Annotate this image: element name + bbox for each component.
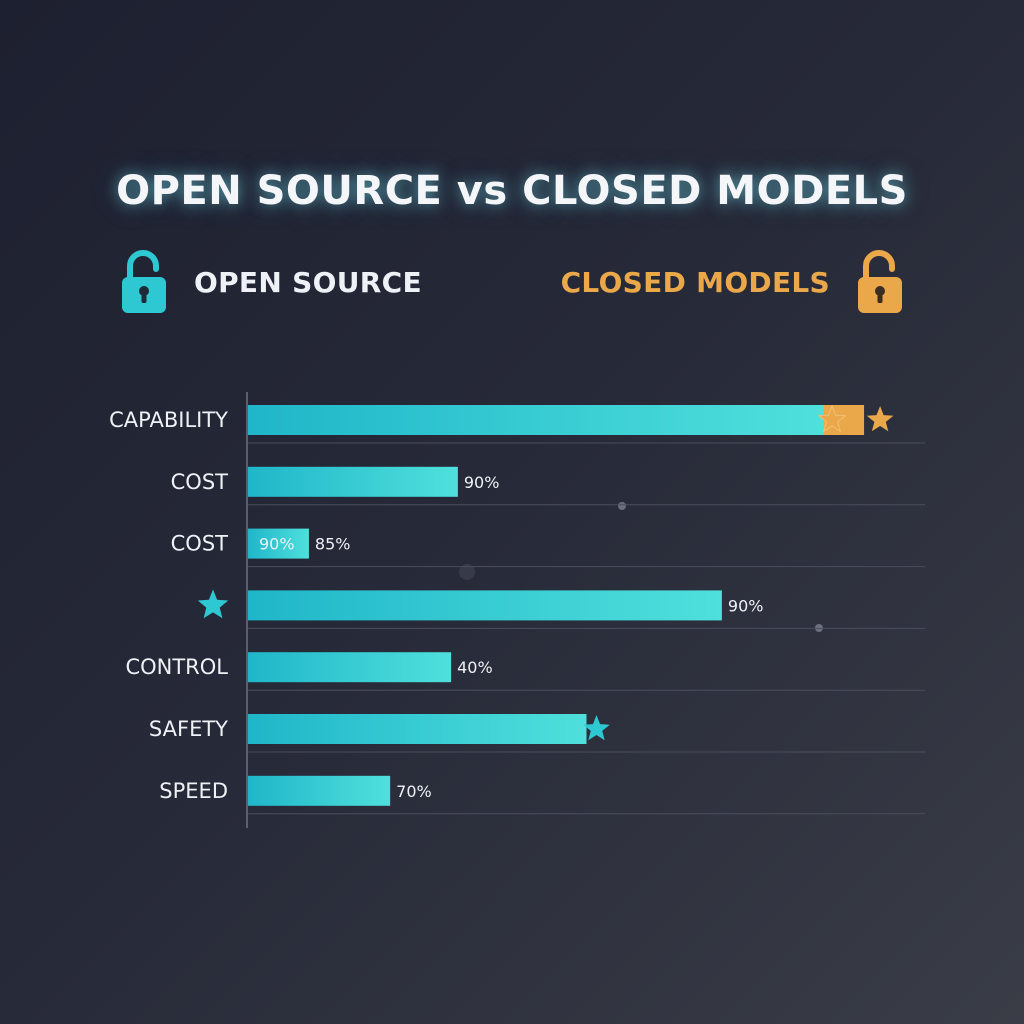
bar-open-source: [248, 466, 458, 497]
category-label: SPEED: [159, 779, 228, 803]
bar-value-label: 90%: [728, 596, 764, 615]
category-label: CONTROL: [125, 655, 228, 679]
star-marker: [583, 715, 610, 741]
background-dot: [459, 564, 475, 580]
unlocked-padlock-icon: [858, 250, 902, 313]
bar-open-source: [248, 528, 309, 559]
category-label: SAFETY: [149, 717, 228, 741]
legend-closed-models: CLOSED MODELS: [561, 249, 904, 315]
bar-inner-label: 90%: [259, 535, 295, 554]
unlocked-padlock-icon: [122, 250, 166, 313]
category-label: COST: [171, 470, 229, 494]
chart-title: OPEN SOURCE vs CLOSED MODELS: [116, 168, 908, 214]
bar-open-source: [248, 590, 722, 621]
legend-closed-label: CLOSED MODELS: [560, 265, 830, 299]
star-marker: [866, 406, 894, 432]
category-label: CAPABILITY: [109, 408, 228, 432]
legend-open-label: OPEN SOURCE: [194, 265, 422, 299]
category-label: COST: [171, 532, 229, 556]
bar-value-label: 90%: [464, 473, 500, 492]
legend-open-source: OPEN SOURCE: [120, 249, 422, 315]
star-icon: [197, 589, 229, 619]
bar-open-source: [248, 714, 587, 744]
star-marker: [817, 404, 847, 433]
bar-open-source: [248, 652, 452, 683]
bar-value-label: 85%: [315, 535, 351, 554]
bar-value-label: 40%: [457, 658, 493, 677]
bar-open-source: [248, 405, 824, 435]
background-dot: [618, 502, 626, 510]
bar-value-label: 70%: [396, 782, 432, 801]
bar-open-source: [248, 775, 391, 806]
